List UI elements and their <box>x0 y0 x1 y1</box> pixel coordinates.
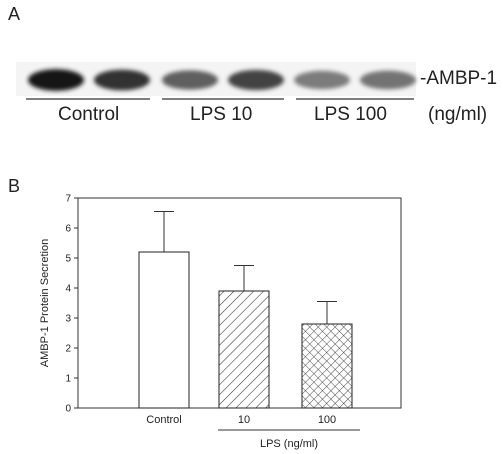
y-tick-label: 5 <box>65 254 71 265</box>
blot-band <box>228 69 284 91</box>
panel-a-letter: A <box>8 4 21 24</box>
y-tick-label: 6 <box>65 224 71 235</box>
bar-10 <box>218 290 270 409</box>
blot-band <box>360 70 416 90</box>
y-tick-label: 0 <box>65 404 71 415</box>
panel-b-letter: B <box>8 176 21 196</box>
western-blot <box>16 62 416 100</box>
bar-Control <box>138 251 190 409</box>
y-tick-label: 7 <box>65 194 71 205</box>
y-tick-label: 3 <box>65 314 71 325</box>
ambp1-band-label: -AMBP-1 <box>420 68 498 89</box>
lps100-group-label: LPS 100 <box>314 104 387 125</box>
lps-group-label: LPS (ng/ml) <box>260 438 318 450</box>
lps10-group-label: LPS 10 <box>190 104 253 125</box>
concentration-unit-label: (ng/ml) <box>428 104 488 125</box>
blot-band <box>294 70 350 90</box>
blot-band <box>162 70 218 90</box>
y-tick-label: 2 <box>65 344 71 355</box>
bar-100 <box>301 323 353 409</box>
x-tick-label: Control <box>146 414 181 426</box>
x-tick-label: 100 <box>318 414 336 426</box>
control-group-label: Control <box>58 104 120 125</box>
x-tick-label: 10 <box>238 414 250 426</box>
blot-band <box>94 69 150 91</box>
y-axis-label: AMBP-1 Protein Secretion <box>39 239 51 367</box>
y-tick-label: 1 <box>65 374 71 385</box>
y-tick-label: 4 <box>65 284 71 295</box>
blot-band <box>28 69 84 91</box>
